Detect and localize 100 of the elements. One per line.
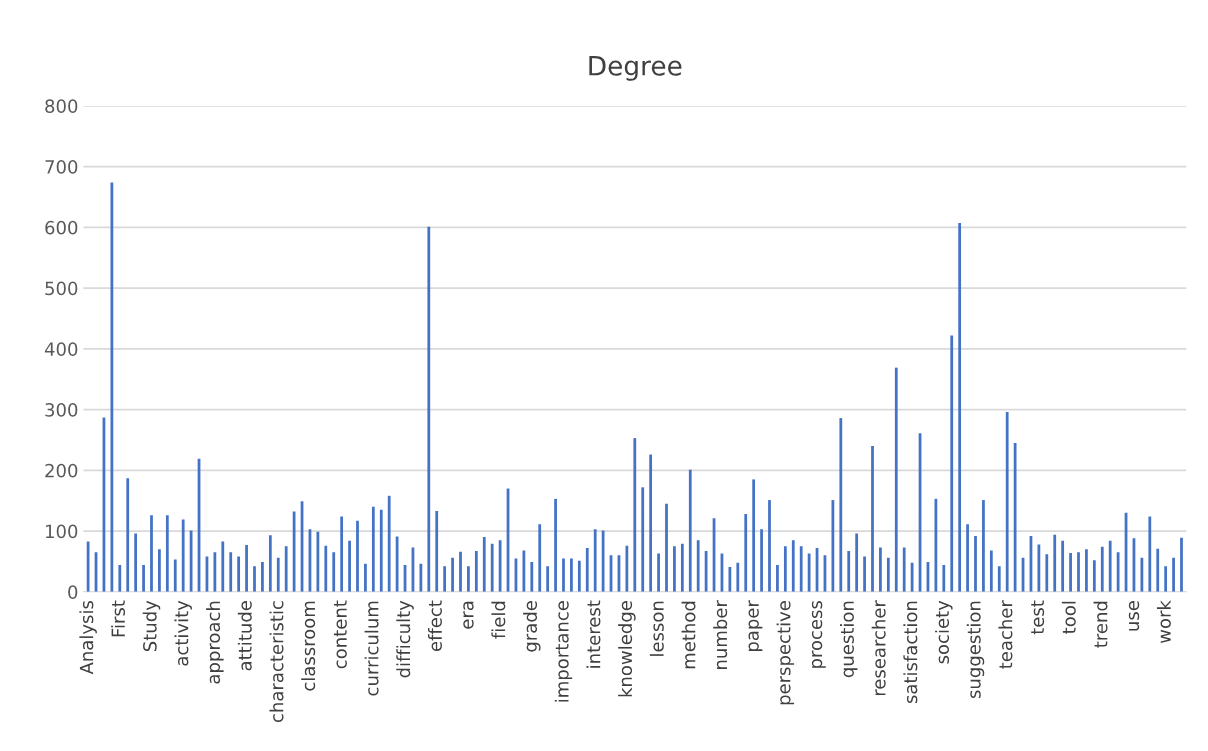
x-tick-label: classroom	[301, 601, 316, 691]
x-tick-label: test	[1031, 600, 1045, 635]
x-tick-label: suggestion	[966, 601, 985, 699]
bar	[562, 558, 565, 592]
x-tick-label: satisfaction	[903, 601, 918, 704]
bar	[1005, 412, 1009, 592]
bar	[1092, 560, 1096, 592]
bar	[490, 543, 494, 592]
bar	[316, 531, 320, 592]
bar	[641, 487, 645, 592]
bar	[387, 495, 391, 592]
bar	[942, 565, 946, 592]
x-tick-label: attitude	[237, 601, 252, 671]
bar	[530, 562, 534, 592]
x-tick-label: teacher	[998, 600, 1013, 669]
bar	[213, 552, 217, 592]
bar	[419, 563, 423, 592]
bar	[1069, 552, 1072, 592]
bar	[839, 418, 843, 592]
bar	[134, 533, 138, 592]
x-tick-label: knowledge	[618, 601, 636, 697]
bar	[467, 566, 470, 592]
x-tick-label: tool	[1061, 601, 1076, 634]
bar	[752, 479, 756, 592]
bar	[451, 557, 454, 592]
bar	[649, 454, 653, 592]
bar	[665, 503, 668, 592]
bar	[158, 549, 161, 592]
bar	[379, 509, 383, 592]
bar	[974, 535, 977, 592]
y-tick-label: 0	[68, 585, 78, 599]
bar	[427, 226, 431, 592]
bar	[435, 511, 439, 592]
bar	[1013, 442, 1017, 592]
bar	[459, 551, 462, 592]
bar	[776, 565, 779, 592]
bar	[997, 566, 1001, 592]
bar	[910, 562, 914, 592]
y-tick-label: 100	[46, 524, 78, 539]
bar	[879, 547, 882, 592]
bar	[340, 516, 344, 592]
bar	[593, 529, 597, 592]
bar	[371, 506, 375, 592]
bar	[1148, 516, 1152, 592]
bar	[989, 550, 993, 592]
bar	[173, 559, 177, 592]
bar	[165, 515, 169, 592]
x-tick-label: grade	[523, 601, 541, 652]
x-tick-label: era	[463, 601, 474, 629]
bar	[688, 469, 692, 592]
bar	[245, 545, 248, 592]
bar	[1108, 540, 1112, 592]
x-tick-label: method	[681, 601, 696, 669]
bar	[474, 551, 478, 592]
bar	[1045, 554, 1049, 592]
bar	[855, 533, 859, 592]
bar	[276, 557, 280, 592]
bar	[1037, 544, 1041, 592]
bar	[253, 566, 256, 592]
bar	[1053, 534, 1057, 592]
bar	[657, 553, 660, 592]
bar	[577, 560, 581, 592]
bar	[1085, 549, 1088, 592]
x-tick-label: field	[491, 601, 506, 639]
x-tick-label: trend	[1093, 601, 1108, 648]
bar	[799, 546, 803, 592]
bar	[554, 498, 557, 592]
bar	[863, 556, 866, 592]
x-tick-label: perspective	[776, 601, 795, 705]
bar	[831, 500, 835, 592]
bar	[356, 520, 359, 592]
x-tick-label: work	[1156, 600, 1171, 644]
bar	[482, 537, 486, 592]
bar	[894, 367, 898, 592]
x-tick-label: difficulty	[396, 600, 414, 678]
bar	[1180, 537, 1183, 592]
y-tick-label: 400	[44, 342, 78, 356]
bar	[902, 547, 906, 592]
x-tick-label: paper	[748, 600, 763, 651]
bar	[760, 529, 763, 592]
bar	[570, 558, 573, 592]
y-tick-label: 700	[45, 160, 78, 174]
bar	[982, 500, 985, 592]
bar	[348, 540, 351, 592]
x-tick-label: researcher	[871, 600, 886, 696]
bar	[1156, 548, 1160, 592]
bar	[934, 498, 938, 592]
x-tick-label: content	[333, 600, 347, 669]
bar	[1100, 546, 1104, 592]
bar	[150, 515, 153, 592]
bar	[1140, 557, 1144, 592]
x-tick-label: process	[811, 601, 826, 668]
bar	[546, 566, 550, 592]
bar	[110, 182, 114, 592]
x-tick-label: approach	[206, 601, 224, 684]
bar	[633, 438, 637, 592]
x-tick-label: use	[1128, 601, 1140, 631]
x-tick-label: importance	[554, 601, 573, 702]
x-tick-label: number	[713, 600, 728, 669]
bar	[958, 223, 962, 592]
